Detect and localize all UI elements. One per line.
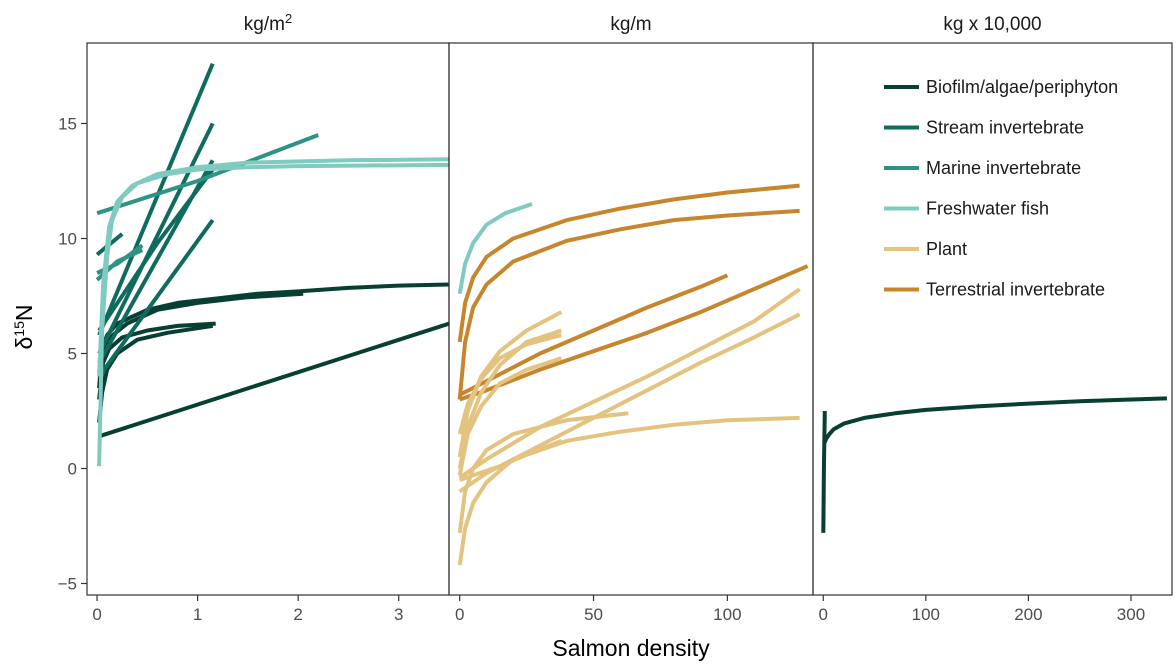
legend-label: Stream invertebrate [926, 118, 1084, 138]
facet-panel-1: kg/m2 [86, 11, 450, 596]
facet-panels: kg/m2 kg/m kg x 10,000 [86, 11, 1173, 596]
facet-panel-2: kg/m [448, 14, 814, 596]
series-line-2-2 [457, 183, 800, 343]
x-tick-label: 100 [912, 605, 940, 624]
legend: Biofilm/algae/periphyton Stream invertebr… [884, 77, 1118, 300]
series-lines [457, 183, 809, 566]
series-line-1-7 [97, 122, 215, 355]
legend-item: Freshwater fish [884, 199, 1049, 219]
legend-item: Biofilm/algae/periphyton [884, 77, 1118, 97]
series-line-1-16 [97, 157, 449, 377]
legend-label: Freshwater fish [926, 199, 1049, 219]
series-line-2-12 [457, 356, 563, 476]
legend-item: Marine invertebrate [884, 158, 1081, 178]
facet-panel-3: kg x 10,000 [812, 14, 1173, 596]
x-tick-label: 0 [92, 605, 101, 624]
x-tick-label: 50 [584, 605, 603, 624]
series-line-2-4 [458, 273, 729, 397]
panel-border [812, 42, 1173, 596]
legend-label: Plant [926, 239, 967, 259]
series-line-1-12 [96, 133, 320, 216]
legend-item: Terrestrial invertebrate [884, 280, 1105, 300]
x-tick-label: 1 [193, 605, 202, 624]
series-line-2-10 [459, 439, 563, 482]
series-line-2-3 [457, 208, 800, 400]
x-tick-label: 0 [819, 605, 828, 624]
series-line-1-9 [97, 218, 215, 378]
series-line-2-6 [458, 287, 801, 480]
series-line-2-8 [457, 415, 800, 566]
series-line-1-10 [97, 168, 215, 332]
x-tick-label: 300 [1117, 605, 1145, 624]
x-tick-label: 3 [394, 605, 403, 624]
legend-item: Stream invertebrate [884, 118, 1084, 138]
series-line-3-2 [822, 396, 1167, 444]
series-line-2-9 [457, 411, 629, 534]
series-lines [95, 62, 449, 467]
y-tick-label: 10 [58, 230, 77, 249]
x-tick-label: 2 [293, 605, 302, 624]
legend-label: Marine invertebrate [926, 158, 1081, 178]
facet-title-1: kg/m2 [244, 11, 292, 36]
x-tick-label: 0 [455, 605, 464, 624]
series-line-1-1 [98, 321, 449, 439]
legend-label: Terrestrial invertebrate [926, 280, 1105, 300]
y-tick-label: 5 [68, 345, 77, 364]
y-tick-label: 15 [58, 115, 77, 134]
x-tick-label: 100 [713, 605, 741, 624]
y-tick-label: 0 [68, 460, 77, 479]
y-axis-title: δ15N [11, 304, 37, 349]
legend-item: Plant [884, 239, 967, 259]
series-line-2-1 [457, 202, 533, 295]
series-line-2-5 [459, 264, 809, 402]
axes: 0 1 2 3 0 50 100 0 100 200 300 −5 0 5 10 15 [58, 115, 1146, 625]
series-line-1-5 [97, 323, 214, 423]
legend-label: Biofilm/algae/periphyton [926, 77, 1118, 97]
facet-title-3: kg x 10,000 [943, 14, 1041, 35]
series-line-3-1 [821, 410, 827, 533]
y-tick-label: −5 [58, 575, 77, 594]
x-tick-label: 200 [1014, 605, 1042, 624]
series-line-1-6 [97, 62, 215, 336]
x-axis-title: Salmon density [552, 635, 710, 661]
series-lines [821, 396, 1167, 533]
facet-title-2: kg/m [610, 14, 651, 35]
series-line-2-14 [457, 310, 563, 458]
